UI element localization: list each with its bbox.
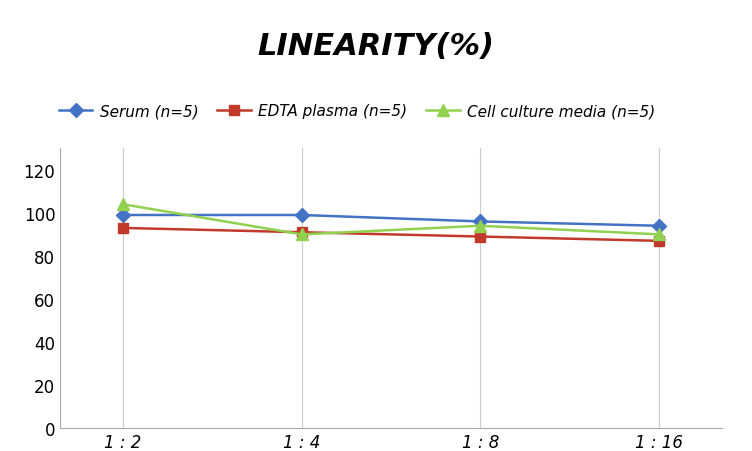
Legend: Serum (n=5), EDTA plasma (n=5), Cell culture media (n=5): Serum (n=5), EDTA plasma (n=5), Cell cul… — [53, 98, 662, 125]
Text: LINEARITY(%): LINEARITY(%) — [257, 32, 495, 60]
